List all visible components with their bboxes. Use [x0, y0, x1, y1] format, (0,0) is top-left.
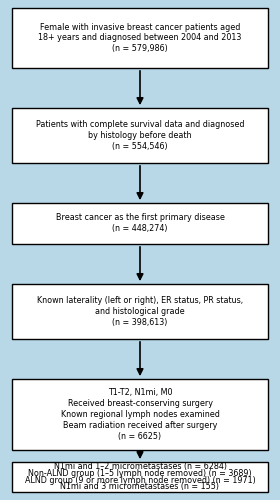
Text: N1mi and 1–2 micrometastases (n = 6284): N1mi and 1–2 micrometastases (n = 6284) [53, 462, 227, 471]
Text: Known regional lymph nodes examined: Known regional lymph nodes examined [60, 410, 220, 419]
Text: ALND group (9 or more lymph node removed) (n = 1971): ALND group (9 or more lymph node removed… [25, 476, 255, 485]
Text: (n = 579,986): (n = 579,986) [112, 44, 168, 54]
Text: (n = 448,274): (n = 448,274) [112, 224, 168, 234]
Bar [12, 108, 268, 163]
Text: (n = 6625): (n = 6625) [118, 432, 162, 441]
Bar [12, 203, 268, 244]
Text: Received breast-conserving surgery: Received breast-conserving surgery [67, 399, 213, 408]
Text: (n = 554,546): (n = 554,546) [112, 142, 168, 151]
Text: (n = 398,613): (n = 398,613) [112, 318, 168, 327]
Bar [12, 284, 268, 339]
Bar [12, 379, 268, 450]
Text: Known laterality (left or right), ER status, PR status,: Known laterality (left or right), ER sta… [37, 296, 243, 305]
Bar [12, 462, 268, 492]
Text: and histological grade: and histological grade [95, 307, 185, 316]
Bar [12, 8, 268, 68]
Text: N1mi and 3 micrometastases (n = 155): N1mi and 3 micrometastases (n = 155) [60, 482, 220, 492]
Text: by histology before death: by histology before death [88, 131, 192, 140]
Text: 18+ years and diagnosed between 2004 and 2013: 18+ years and diagnosed between 2004 and… [38, 34, 242, 42]
Text: Breast cancer as the first primary disease: Breast cancer as the first primary disea… [55, 214, 225, 222]
Text: T1-T2, N1mi, M0: T1-T2, N1mi, M0 [108, 388, 172, 397]
Text: Beam radiation received after surgery: Beam radiation received after surgery [63, 421, 217, 430]
Text: Non-ALND group (1–5 lymph node removed) (n = 3689): Non-ALND group (1–5 lymph node removed) … [28, 469, 252, 478]
Text: Patients with complete survival data and diagnosed: Patients with complete survival data and… [36, 120, 244, 129]
Text: Female with invasive breast cancer patients aged: Female with invasive breast cancer patie… [40, 22, 240, 32]
